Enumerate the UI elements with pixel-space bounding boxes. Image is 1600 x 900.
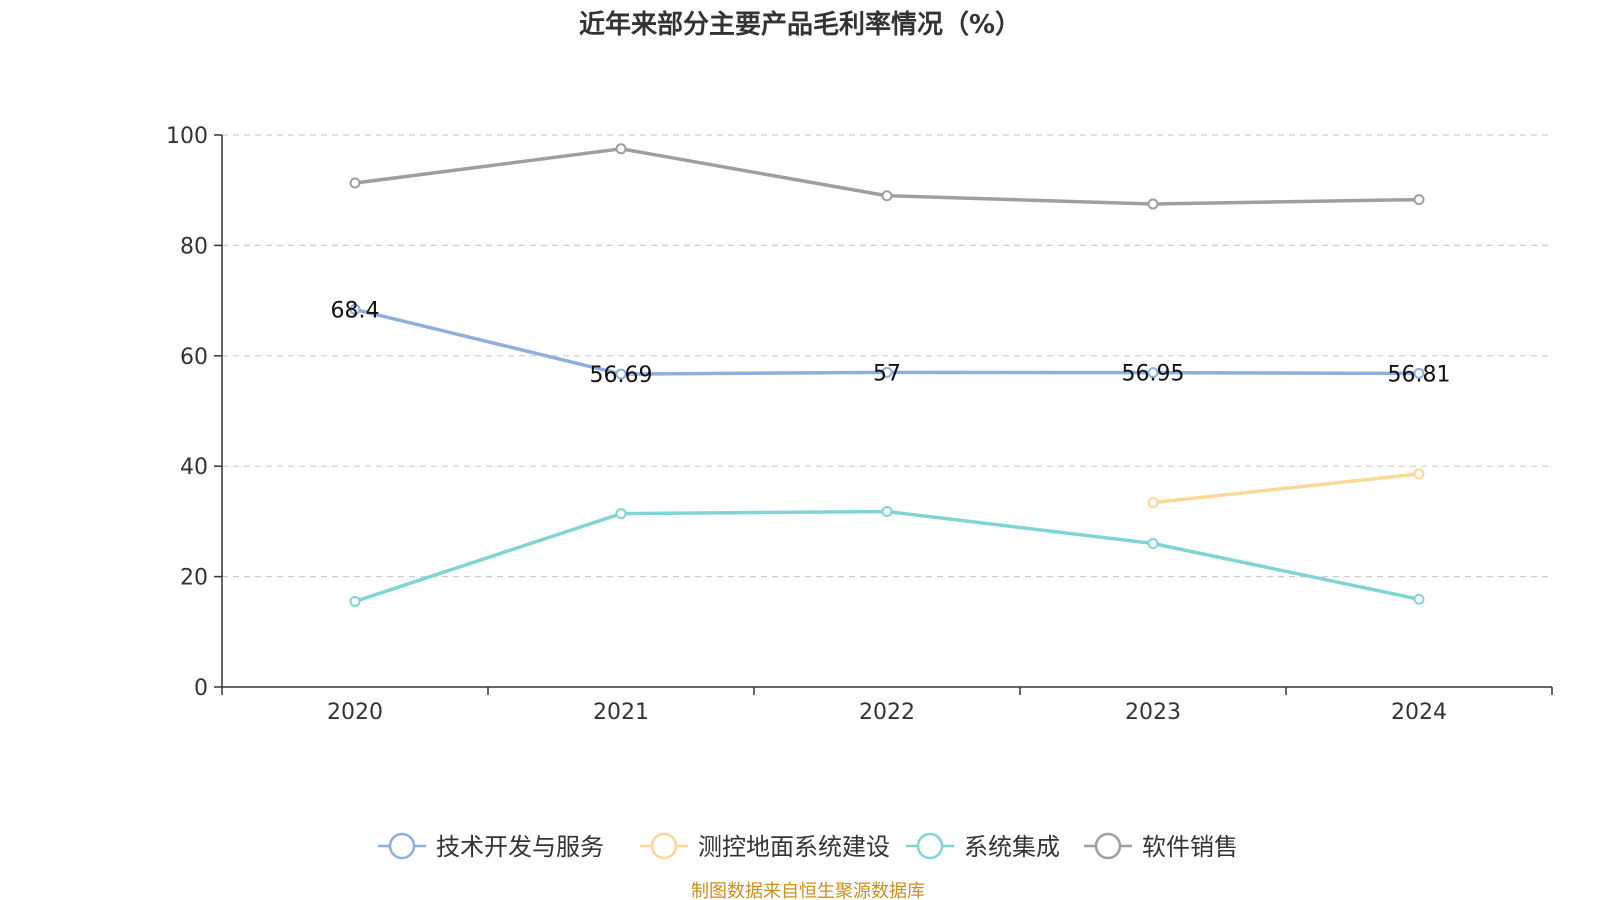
data-point: [349, 595, 361, 607]
data-point: [1413, 468, 1425, 480]
legend-marker: [1094, 832, 1122, 860]
legend-label: 技术开发与服务: [436, 833, 604, 861]
gridlines: [222, 134, 1552, 578]
legend-marker: [916, 832, 944, 860]
y-tick-label: 40: [180, 455, 208, 480]
data-label: 56.81: [1388, 362, 1451, 387]
y-tick-label: 60: [180, 345, 208, 370]
series-line: [354, 509, 1420, 604]
data-point: [615, 143, 627, 155]
series-lines: [349, 143, 1425, 607]
x-tick-label: 2022: [859, 700, 915, 725]
data-point: [615, 368, 627, 380]
y-tick-label: 0: [194, 676, 208, 701]
x-tick-label: 2024: [1391, 700, 1447, 725]
data-label: 56.69: [590, 363, 653, 388]
data-label: 57: [873, 361, 901, 386]
data-point: [615, 508, 627, 520]
series-line: [1152, 472, 1420, 505]
x-tick-label: 2021: [593, 700, 649, 725]
legend-marker: [650, 832, 678, 860]
data-point: [881, 366, 893, 378]
data-label: 56.95: [1122, 362, 1185, 387]
y-tick-label: 80: [180, 234, 208, 259]
legend-marker: [388, 832, 416, 860]
y-tick-label: 100: [166, 124, 208, 149]
data-point: [1413, 367, 1425, 379]
legend-label: 系统集成: [964, 833, 1060, 861]
data-point: [1413, 593, 1425, 605]
data-point: [1147, 537, 1159, 549]
legend-label: 测控地面系统建设: [698, 833, 890, 861]
data-labels: 68.4 56.69 57 56.95 56.81: [331, 298, 1451, 388]
data-point: [349, 303, 361, 315]
data-point: [881, 505, 893, 517]
x-tick-label: 2020: [327, 700, 383, 725]
data-point: [1147, 198, 1159, 210]
x-tick-label: 2023: [1125, 700, 1181, 725]
data-point: [1147, 497, 1159, 509]
y-tick-label: 20: [180, 566, 208, 591]
axes: 0 20 40 60 80 100 2020 2021 2022 2023 2024: [166, 124, 1553, 725]
data-point: [881, 190, 893, 202]
data-label: 68.4: [331, 298, 380, 323]
data-point: [349, 177, 361, 189]
legend: 技术开发与服务 测控地面系统建设 系统集成 软件销售: [378, 832, 1238, 861]
legend-label: 软件销售: [1142, 833, 1238, 861]
data-point: [1147, 367, 1159, 379]
data-point: [1413, 194, 1425, 206]
chart-title: 近年来部分主要产品毛利率情况（%）: [579, 9, 1021, 40]
source-note: 制图数据来自恒生聚源数据库: [691, 881, 925, 900]
